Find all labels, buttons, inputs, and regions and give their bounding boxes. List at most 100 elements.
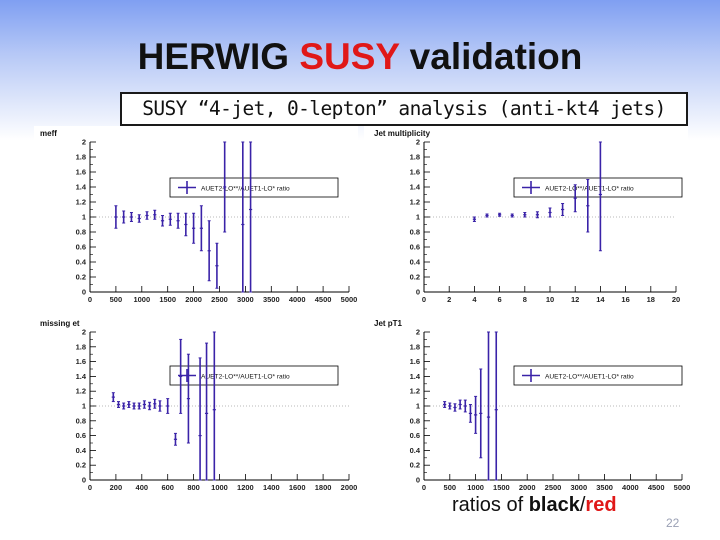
y-tick-label: 0.4: [410, 446, 421, 455]
chart-legend: AUET2-LO**/AUET1-LO* ratio: [513, 365, 683, 386]
x-tick-label: 2000: [519, 483, 536, 492]
legend-label: AUET2-LO**/AUET1-LO* ratio: [545, 186, 634, 193]
y-tick-label: 0.6: [410, 431, 420, 440]
legend-box: [513, 365, 683, 386]
legend-box: [169, 365, 339, 386]
title-part1: HERWIG: [137, 36, 300, 77]
y-tick-label: 0.4: [76, 446, 87, 455]
y-tick-label: 1: [416, 213, 420, 222]
x-tick-label: 4000: [622, 483, 639, 492]
y-tick-label: 0.6: [76, 243, 86, 252]
y-tick-label: 1.2: [410, 198, 420, 207]
footer-part1: ratios of: [452, 494, 529, 516]
y-tick-label: 1: [416, 402, 420, 411]
chart-legend: AUET2-LO**/AUET1-LO* ratio: [169, 365, 339, 386]
chart-panel-2: 00.20.40.60.811.21.41.61.820 2 4 6 8 10 12 14 16…: [364, 126, 688, 306]
y-tick-label: 1.4: [76, 183, 87, 192]
chart-legend: AUET2-LO**/AUET1-LO* ratio: [513, 177, 683, 198]
y-tick-label: 1: [82, 213, 86, 222]
x-tick-label: 1500: [493, 483, 510, 492]
x-tick-label: 0: [88, 483, 92, 492]
x-tick-label: 6: [498, 295, 502, 304]
chart-panel-1: 0 0.2 0.4 0.6 0.8 1 1.2 1.4 1.6 1.8 2 0 500 1000 1500 2…: [34, 126, 358, 306]
x-tick-label: 500: [110, 295, 123, 304]
x-tick-label: 1600: [289, 483, 306, 492]
y-tick-label: 2: [82, 138, 86, 147]
y-tick-label: 0.8: [76, 416, 86, 425]
y-tick-label: 1.6: [410, 168, 420, 177]
x-tick-label: 8: [523, 295, 527, 304]
y-tick-label: 0.4: [76, 258, 87, 267]
x-tick-label: 400: [136, 483, 149, 492]
y-tick-label: 1.6: [410, 357, 420, 366]
legend-box: [513, 177, 683, 198]
chart-panel-4: 0 0.2 0.4 0.6 0.8 1 1.2 1.4 1.6 1.8 2 0 500 1000 1500 2…: [364, 314, 690, 496]
title-part2: validation: [399, 36, 583, 77]
y-tick-label: 1.2: [410, 387, 420, 396]
subtitle-text: SUSY “4-jet, 0-lepton” analysis (anti-kt…: [142, 97, 666, 120]
y-tick-label: 0.6: [76, 431, 86, 440]
x-tick-label: 3000: [237, 295, 254, 304]
y-tick-label: 1.6: [76, 168, 86, 177]
x-tick-label: 1500: [159, 295, 176, 304]
legend-label: AUET2-LO**/AUET1-LO* ratio: [201, 186, 290, 193]
plots-area: 0 0.2 0.4 0.6 0.8 1 1.2 1.4 1.6 1.8 2 0 500 1000 1500 2…: [34, 126, 694, 496]
x-tick-label: 800: [187, 483, 200, 492]
y-tick-label: 2: [416, 328, 420, 337]
y-tick-label: 0.8: [410, 228, 420, 237]
footer-sep: /: [579, 494, 586, 516]
chart-background: [34, 314, 358, 496]
plots-figure: 00.20.40.60.811.21.41.61.820 500 1000 1500 2…: [34, 126, 690, 496]
x-tick-label: 16: [621, 295, 629, 304]
x-tick-label: 1000: [211, 483, 228, 492]
x-tick-label: 1000: [133, 295, 150, 304]
y-tick-label: 1.4: [410, 372, 421, 381]
x-tick-label: 3500: [596, 483, 613, 492]
x-tick-label: 0: [422, 483, 426, 492]
x-tick-label: 18: [647, 295, 655, 304]
y-tick-label: 0.4: [410, 258, 421, 267]
x-tick-label: 2: [447, 295, 451, 304]
chart-title: missing et: [40, 319, 80, 328]
x-tick-label: 1400: [263, 483, 280, 492]
y-tick-label: 0.2: [76, 273, 86, 282]
y-tick-label: 0.2: [76, 461, 86, 470]
chart-title: Jet pT1: [374, 319, 403, 328]
y-tick-label: 0.2: [410, 461, 420, 470]
x-tick-label: 10: [546, 295, 554, 304]
x-tick-label: 4500: [315, 295, 332, 304]
y-tick-label: 0: [82, 476, 86, 485]
y-tick-label: 0.8: [410, 416, 420, 425]
chart-background: [34, 126, 358, 306]
x-tick-label: 1800: [315, 483, 332, 492]
x-tick-label: 0: [88, 295, 92, 304]
x-tick-label: 12: [571, 295, 579, 304]
x-tick-label: 20: [672, 295, 680, 304]
subtitle-box: SUSY “4-jet, 0-lepton” analysis (anti-kt…: [120, 92, 688, 126]
legend-label: AUET2-LO**/AUET1-LO* ratio: [545, 374, 634, 381]
x-tick-label: 3500: [263, 295, 280, 304]
x-tick-label: 2500: [545, 483, 562, 492]
x-tick-label: 600: [161, 483, 174, 492]
chart-legend: AUET2-LO**/AUET1-LO* ratio: [169, 177, 339, 198]
y-tick-label: 1.2: [76, 387, 86, 396]
y-tick-label: 0.6: [410, 243, 420, 252]
y-tick-label: 2: [82, 328, 86, 337]
page-number: 22: [666, 516, 680, 530]
y-tick-label: 0: [82, 288, 86, 297]
title-highlight: SUSY: [299, 36, 400, 77]
y-tick-label: 1.2: [76, 198, 86, 207]
chart-title: Jet multiplicity: [374, 129, 431, 138]
y-tick-label: 1.4: [76, 372, 87, 381]
x-tick-label: 2500: [211, 295, 228, 304]
y-tick-label: 1.6: [76, 357, 86, 366]
footer-red: red: [585, 494, 617, 516]
x-tick-label: 14: [596, 295, 605, 304]
y-tick-label: 0: [416, 288, 420, 297]
footer-black: black: [528, 494, 580, 516]
x-tick-label: 2000: [185, 295, 202, 304]
x-tick-label: 4: [472, 295, 477, 304]
slide-title: HERWIG SUSY validation: [0, 36, 720, 78]
x-tick-label: 200: [110, 483, 123, 492]
y-tick-label: 1: [82, 402, 86, 411]
